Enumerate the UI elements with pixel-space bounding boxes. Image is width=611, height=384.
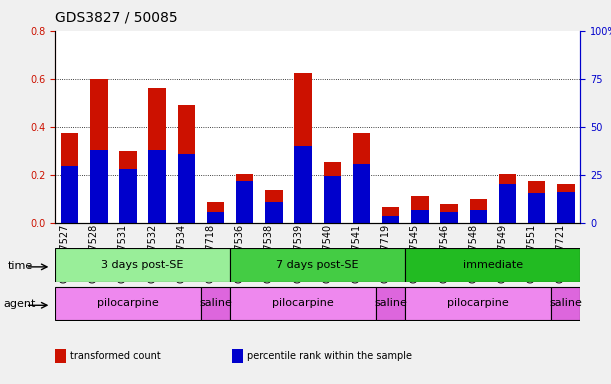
Text: 3 days post-SE: 3 days post-SE xyxy=(101,260,184,270)
Bar xyxy=(55,287,201,320)
Bar xyxy=(376,287,405,320)
Bar xyxy=(236,174,254,223)
Text: saline: saline xyxy=(375,298,407,308)
Bar xyxy=(236,181,254,223)
Bar xyxy=(324,176,341,223)
Bar xyxy=(295,73,312,223)
Bar xyxy=(207,202,224,223)
Bar xyxy=(148,149,166,223)
Bar xyxy=(265,190,283,223)
Bar xyxy=(557,184,574,223)
Bar xyxy=(178,105,195,223)
Bar xyxy=(411,196,429,223)
Bar xyxy=(382,215,400,223)
Bar xyxy=(441,212,458,223)
Bar xyxy=(90,149,108,223)
Bar xyxy=(178,154,195,223)
Bar xyxy=(119,151,137,223)
Bar xyxy=(295,146,312,223)
Bar xyxy=(499,184,516,223)
Bar xyxy=(265,202,283,223)
Bar xyxy=(230,287,376,320)
Bar xyxy=(551,287,580,320)
Bar xyxy=(324,162,341,223)
Bar xyxy=(405,248,580,281)
Bar xyxy=(499,174,516,223)
Bar xyxy=(405,287,551,320)
Bar xyxy=(61,133,78,223)
Bar xyxy=(55,248,230,281)
Bar xyxy=(382,207,400,223)
Bar xyxy=(148,88,166,223)
Text: pilocarpine: pilocarpine xyxy=(447,298,509,308)
Text: 7 days post-SE: 7 days post-SE xyxy=(276,260,359,270)
Text: transformed count: transformed count xyxy=(70,351,161,361)
Bar xyxy=(469,199,487,223)
Text: pilocarpine: pilocarpine xyxy=(273,298,334,308)
Bar xyxy=(207,212,224,223)
Text: pilocarpine: pilocarpine xyxy=(97,298,159,308)
Bar xyxy=(119,169,137,223)
Text: saline: saline xyxy=(549,298,582,308)
Bar xyxy=(61,166,78,223)
Bar xyxy=(411,210,429,223)
Bar xyxy=(557,192,574,223)
Text: time: time xyxy=(7,261,32,271)
Bar xyxy=(441,204,458,223)
Bar xyxy=(528,181,546,223)
Bar xyxy=(469,210,487,223)
Bar xyxy=(353,133,370,223)
Bar xyxy=(230,248,405,281)
Text: immediate: immediate xyxy=(463,260,523,270)
Bar xyxy=(201,287,230,320)
Text: GDS3827 / 50085: GDS3827 / 50085 xyxy=(55,11,178,25)
Text: agent: agent xyxy=(3,299,35,309)
Bar xyxy=(528,193,546,223)
Bar xyxy=(353,164,370,223)
Bar xyxy=(90,79,108,223)
Text: saline: saline xyxy=(199,298,232,308)
Text: percentile rank within the sample: percentile rank within the sample xyxy=(247,351,412,361)
